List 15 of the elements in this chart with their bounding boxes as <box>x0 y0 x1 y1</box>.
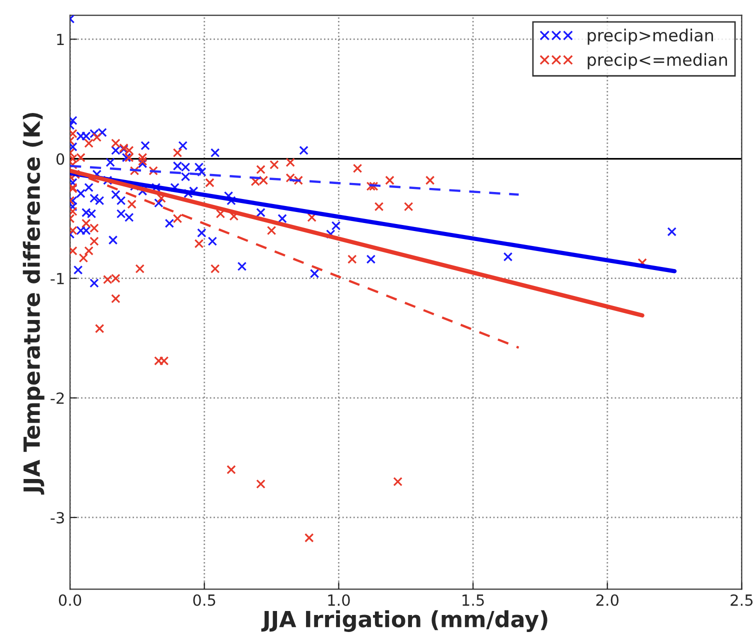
y-tick-label: -1 <box>50 273 64 284</box>
x-tick-label: 0.0 <box>58 594 82 606</box>
y-axis-title: JJA Temperature difference (K) <box>22 112 44 495</box>
x-tick-label: 1.5 <box>462 594 484 606</box>
x-tick-label: 2.0 <box>596 594 619 606</box>
x-tick-label: 1.0 <box>328 594 350 606</box>
y-tick-label: -3 <box>50 512 64 524</box>
x-tick-label: 0.5 <box>193 594 216 606</box>
y-tick-label: -2 <box>50 392 64 404</box>
y-tick-label: 1 <box>57 34 64 46</box>
legend-label: precip>median <box>588 28 713 45</box>
legend-label: precip<=median <box>588 53 727 70</box>
x-axis-title: JJA Irrigation (mm/day) <box>261 610 548 632</box>
y-tick-label: 0 <box>56 153 64 165</box>
x-tick-label: 2.5 <box>730 594 753 606</box>
